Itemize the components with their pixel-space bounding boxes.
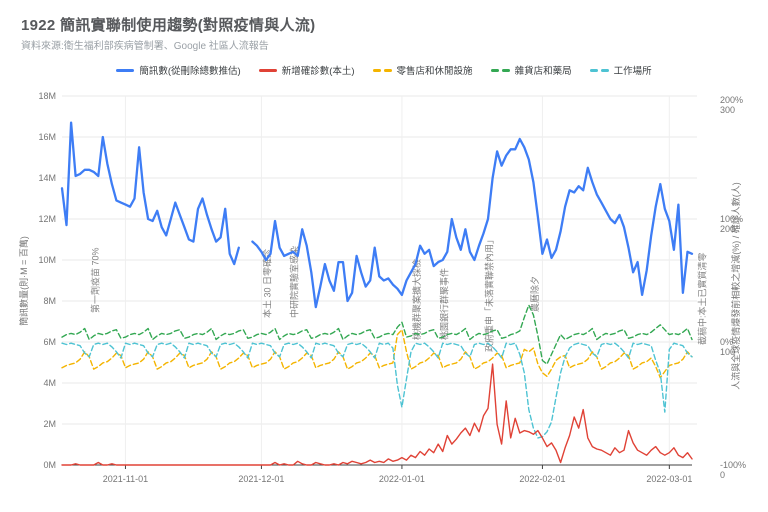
legend-item-retail: 零售店和休閒設施 (372, 63, 473, 77)
x-axis-tick-label: 2022-01-01 (379, 474, 425, 484)
event-annotation: 截稿中:本土已實質清零 (697, 252, 708, 345)
event-annotation: 桃園銀行群聚事件 (438, 268, 449, 340)
left-axis-tick-label: 0M (43, 460, 56, 470)
x-axis-tick-label: 2022-03-01 (646, 474, 692, 484)
legend-swatch-sms (116, 68, 135, 72)
right-axis-pct-label: 0% (720, 337, 733, 347)
left-axis-tick-label: 4M (43, 378, 56, 388)
legend-swatch-grocery (490, 68, 510, 72)
legend-label: 工作場所 (613, 66, 652, 77)
chart-legend: 簡訊數(從刪除總數推估) 新增確診數(本土) 零售店和休閒設施 雜貨店和藥局 工作場所 (0, 63, 768, 77)
left-axis-tick-label: 12M (38, 214, 56, 224)
grocery-line (61, 304, 693, 365)
left-axis-tick-label: 14M (38, 173, 56, 183)
right-axis-count-label: 200 (720, 224, 735, 234)
legend-label: 簡訊數(從刪除總數推估) (139, 66, 241, 77)
left-axis-tick-label: 18M (38, 91, 56, 101)
right-axis-count-label: 100 (720, 347, 735, 357)
event-annotation: 中研院實驗室感染 (289, 246, 300, 318)
legend-swatch-workplace (589, 68, 609, 72)
left-axis-tick-label: 8M (43, 296, 56, 306)
left-axis-title: 簡訊數量(則·M = 百萬) (18, 236, 29, 326)
legend-item-sms: 簡訊數(從刪除總數推估) (116, 63, 241, 77)
right-axis-title: 人流與全球疫情爆發前相較之增減(%) / 確診人數(人) (730, 182, 741, 390)
right-axis-pct-label: 200% (720, 95, 743, 105)
left-axis-tick-label: 16M (38, 132, 56, 142)
legend-label: 零售店和休閒設施 (396, 66, 473, 77)
x-axis-tick-label: 2021-12-01 (238, 474, 284, 484)
legend-item-workplace: 工作場所 (589, 63, 652, 77)
left-axis-tick-label: 2M (43, 419, 56, 429)
event-annotation: 第一劑疫苗 70% (89, 247, 100, 313)
left-axis-tick-label: 6M (43, 337, 56, 347)
right-axis-count-label: 300 (720, 105, 735, 115)
event-annotation: 桃機群聚案擴大採檢 (411, 259, 422, 340)
left-axis-tick-label: 10M (38, 255, 56, 265)
event-annotation: 農曆除夕 (529, 276, 540, 312)
legend-label: 新增確診數(本土) (281, 66, 355, 77)
event-annotation: 政府重申「未落實聯禁內用」 (484, 235, 495, 352)
right-axis-pct-label: 100% (720, 214, 743, 224)
sms-line (60, 121, 694, 309)
legend-swatch-retail (372, 68, 392, 72)
legend-item-cases: 新增確診數(本土) (258, 63, 355, 77)
event-annotation: 本土 30 日零確診 (261, 249, 272, 318)
legend-label: 雜貨店和藥局 (514, 66, 572, 77)
legend-item-grocery: 雜貨店和藥局 (490, 63, 572, 77)
right-axis-pct-label: -100% (720, 460, 746, 470)
retail-line (61, 329, 693, 379)
x-axis-tick-label: 2022-02-01 (519, 474, 565, 484)
workplace-line (61, 342, 693, 439)
cases-line (61, 363, 693, 466)
page-subtitle: 資料來源:衛生福利部疾病管制署、Google 社區人流報告 (21, 41, 269, 52)
legend-swatch-cases (258, 68, 277, 72)
right-axis-count-label: 0 (720, 470, 725, 480)
x-axis-tick-label: 2021-11-01 (103, 474, 148, 484)
page-title: 1922 簡訊實聯制使用趨勢(對照疫情與人流) (21, 17, 316, 34)
